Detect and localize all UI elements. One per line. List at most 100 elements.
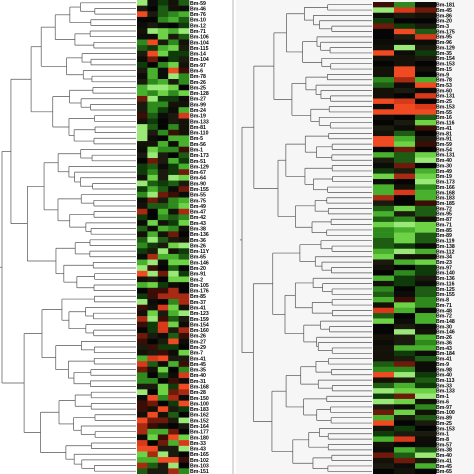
right-heat-cell [415, 109, 437, 115]
right-heat-cell [373, 205, 395, 212]
left-heat-cell [157, 67, 169, 74]
left-heat-cell [168, 163, 179, 170]
left-heat-cell [178, 400, 190, 407]
left-heat-cell [178, 253, 190, 260]
left-heat-cell [147, 84, 159, 91]
right-heat-cell [415, 404, 437, 410]
left-heat-cell [137, 169, 148, 176]
left-heat-cell [168, 349, 179, 356]
left-heat-cell [157, 79, 169, 85]
right-heat-cell [394, 356, 416, 362]
left-heat-cell [178, 107, 190, 114]
left-heat-cell [178, 372, 190, 379]
right-row-label: Bm-38 [436, 448, 452, 454]
left-heat-cell [137, 141, 148, 148]
right-row-label: Bm-3 [436, 24, 449, 30]
right-heat-cell [373, 280, 395, 287]
left-heat-cell [147, 434, 159, 441]
left-heat-cell [137, 101, 148, 108]
left-row-label: Bm-65 [190, 255, 206, 261]
right-heat-cell [415, 125, 437, 132]
right-heat-cell [394, 441, 416, 448]
right-heat-cell [373, 211, 395, 217]
left-heat-cell [147, 366, 159, 373]
right-heat-cell [394, 329, 416, 335]
left-heat-cell [147, 344, 159, 351]
right-heat-cell [373, 34, 395, 40]
right-heat-cell [373, 243, 395, 250]
right-heat-cell [394, 377, 416, 384]
left-heat-cell [147, 107, 159, 114]
right-heat-cell [394, 12, 416, 19]
right-heat-cell [373, 350, 395, 357]
right-heat-cell [415, 103, 437, 110]
left-heat-cell [178, 214, 190, 221]
left-heat-cell [168, 118, 179, 125]
left-heat-cell [157, 276, 169, 283]
left-heat-cell [147, 180, 159, 187]
right-row-label: Bm-87 [436, 217, 452, 223]
left-heat-cell [147, 220, 159, 227]
left-heat-cell [147, 73, 159, 80]
left-heat-cell [168, 225, 179, 232]
left-heat-cell [157, 282, 169, 289]
right-heat-cell [394, 227, 416, 233]
right-row-label: Bm-43 [436, 346, 452, 352]
left-heat-cell [178, 22, 190, 29]
left-heat-cell [178, 28, 190, 35]
left-heat-cell [178, 428, 190, 435]
right-heat-cell [415, 377, 437, 384]
left-heat-cell [157, 208, 169, 215]
right-heat-cell [394, 339, 416, 346]
left-heat-cell [168, 191, 179, 198]
left-heat-cell [168, 186, 179, 193]
left-heat-cell [178, 0, 190, 6]
right-heat-cell [394, 361, 416, 368]
left-heat-cell [137, 259, 148, 266]
left-heat-cell [178, 163, 190, 170]
left-row-label: Bm-177 [190, 430, 209, 436]
right-heat-cell [373, 286, 395, 292]
left-row-label: Bm-55 [190, 193, 206, 199]
left-heat-cell [157, 129, 169, 136]
left-heat-cell [157, 406, 169, 413]
left-row-label: Bm-152 [190, 418, 209, 424]
left-heat-cell [137, 299, 148, 306]
left-heat-cell [147, 293, 159, 300]
left-dendrogram [0, 2, 136, 472]
left-heat-cell [178, 304, 190, 311]
left-heat-cell [178, 231, 190, 238]
left-heat-cell [137, 124, 148, 131]
left-heat-cell [168, 411, 179, 418]
right-row-label: Bm-98 [436, 367, 452, 373]
left-heat-cell [168, 310, 179, 317]
right-heat-cell [394, 18, 416, 24]
right-heat-cell [394, 415, 416, 421]
left-row-label: Bm-41 [190, 306, 206, 312]
left-heat-cell [147, 259, 159, 266]
left-row-label: Bm-28 [190, 390, 206, 396]
left-heat-cell [157, 107, 169, 114]
right-heatmap [373, 2, 437, 474]
right-heat-cell [373, 404, 395, 410]
right-row-label: Bm-125 [436, 287, 455, 293]
right-heat-cell [415, 323, 437, 330]
left-heat-cell [157, 84, 169, 91]
right-row-label: Bm-9 [436, 72, 449, 78]
left-heat-cell [157, 186, 169, 193]
right-heat-cell [394, 44, 416, 51]
right-heat-cell [373, 302, 395, 309]
right-row-label: Bm-60 [436, 88, 452, 94]
left-heat-cell [137, 282, 148, 289]
right-heat-cell [415, 431, 437, 437]
right-heat-cell [394, 216, 416, 223]
left-heat-cell [157, 11, 169, 18]
left-heat-cell [157, 197, 169, 204]
left-row-label: Bm-14 [190, 52, 206, 58]
left-heat-cell [178, 180, 190, 187]
left-heat-cell [147, 468, 159, 474]
left-heat-cell [168, 366, 179, 373]
right-heat-cell [394, 393, 416, 400]
left-row-label: Bm-45 [190, 362, 206, 368]
